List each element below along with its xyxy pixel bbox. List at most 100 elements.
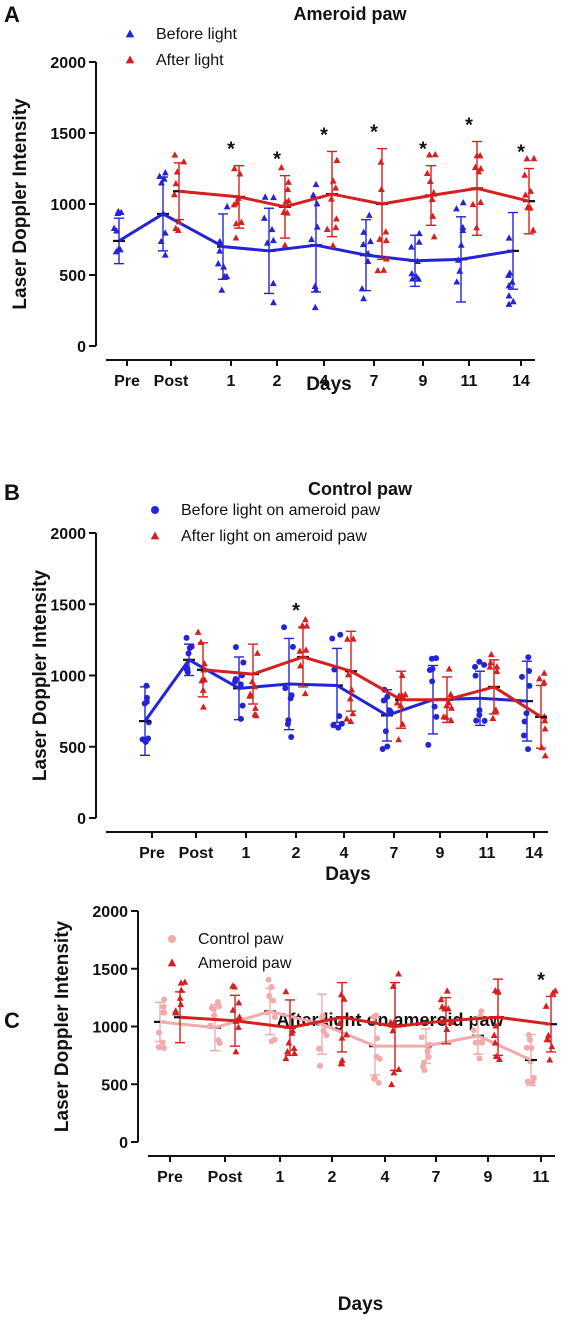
scatter-point: [232, 219, 240, 227]
scatter-point: [493, 663, 501, 670]
scatter-point: [544, 1031, 552, 1039]
x-tick-label: 11: [461, 373, 478, 390]
scatter-point: [337, 1059, 345, 1067]
x-axis-label: Days: [338, 1294, 383, 1315]
scatter-point: [301, 689, 309, 697]
scatter-point: [216, 247, 224, 254]
scatter-point: [529, 226, 537, 233]
scatter-point: [260, 214, 268, 221]
significance-star: *: [320, 124, 328, 146]
legend-label: After light on ameroid paw: [181, 528, 367, 545]
scatter-point: [504, 271, 512, 278]
scatter-point: [423, 169, 431, 177]
scatter-point: [387, 1018, 395, 1026]
scatter-point: [312, 180, 320, 188]
scatter-point: [469, 200, 477, 208]
scatter-point: [456, 267, 464, 274]
series-0: [154, 976, 537, 1087]
scatter-point: [489, 714, 497, 722]
scatter-point: [437, 995, 445, 1003]
y-tick-label: 1500: [50, 597, 86, 614]
x-tick-label: 2: [292, 845, 301, 862]
scatter-point: [236, 170, 244, 177]
scatter-point: [235, 1023, 242, 1030]
scatter-point: [525, 654, 532, 661]
scatter-point: [285, 1039, 293, 1046]
scatter-point: [252, 704, 259, 711]
scatter-point: [336, 713, 343, 720]
scatter-point: [493, 667, 501, 675]
scatter-point: [382, 728, 389, 735]
chart-title: Control paw: [308, 479, 413, 499]
scatter-point: [386, 707, 393, 714]
x-tick-label: 2: [328, 1169, 337, 1186]
scatter-point: [433, 655, 440, 662]
scatter-point: [282, 685, 289, 692]
series-line: [178, 186, 530, 209]
y-tick-label: 0: [119, 1135, 128, 1152]
significance-star: *: [292, 600, 300, 622]
scatter-point: [155, 1029, 162, 1036]
scatter-point: [367, 237, 374, 245]
scatter-point: [390, 1069, 398, 1076]
x-tick-label: 14: [512, 373, 530, 390]
x-tick-label: 1: [276, 1169, 285, 1186]
scatter-point: [346, 695, 354, 702]
scatter-point: [333, 156, 341, 163]
scatter-point: [486, 663, 494, 670]
scatter-point: [194, 628, 202, 635]
scatter-point: [541, 752, 549, 759]
scatter-point: [268, 225, 276, 233]
scatter-point: [519, 673, 526, 680]
legend-marker: [150, 531, 160, 540]
scatter-point: [271, 1013, 278, 1020]
x-tick-label: 1: [227, 373, 236, 390]
scatter-point: [509, 297, 517, 305]
scatter-point: [433, 713, 440, 720]
scatter-point: [110, 224, 118, 231]
scatter-point: [232, 675, 239, 682]
y-tick-label: 500: [59, 740, 86, 757]
scatter-point: [415, 229, 423, 237]
scatter-point: [172, 224, 180, 232]
scatter-point: [481, 661, 488, 668]
scatter-point: [487, 659, 494, 666]
legend-label: After light: [156, 52, 224, 69]
x-tick-label: 9: [419, 373, 428, 390]
legend-label: Ameroid paw: [198, 955, 292, 972]
x-tick-label: Post: [179, 845, 214, 862]
y-tick-label: 1500: [50, 126, 86, 143]
y-tick-label: 1500: [92, 962, 128, 979]
scatter-point: [337, 631, 344, 638]
scatter-point: [349, 710, 357, 717]
scatter-point: [230, 201, 238, 208]
y-tick-label: 500: [101, 1077, 128, 1094]
scatter-point: [505, 292, 513, 299]
scatter-point: [246, 690, 254, 697]
scatter-point: [172, 179, 180, 187]
scatter-point: [421, 1067, 428, 1074]
scatter-point: [330, 722, 337, 729]
scatter-point: [491, 1039, 499, 1046]
scatter-point: [426, 177, 434, 185]
significance-star: *: [370, 122, 378, 144]
scatter-point: [398, 671, 406, 678]
x-tick-label: 11: [533, 1169, 550, 1186]
scatter-point: [471, 163, 479, 170]
scatter-point: [371, 1075, 378, 1082]
series-1: [170, 140, 538, 274]
scatter-point: [526, 682, 533, 689]
scatter-point: [161, 996, 168, 1003]
scatter-point: [541, 717, 549, 724]
scatter-point: [160, 1003, 167, 1010]
scatter-point: [540, 669, 548, 676]
scatter-point: [313, 223, 321, 230]
scatter-point: [395, 970, 402, 977]
scatter-point: [214, 999, 221, 1006]
scatter-point: [447, 716, 455, 724]
scatter-point: [332, 184, 340, 191]
x-tick-label: 2: [273, 373, 282, 390]
scatter-point: [329, 635, 336, 642]
scatter-point: [229, 982, 237, 989]
